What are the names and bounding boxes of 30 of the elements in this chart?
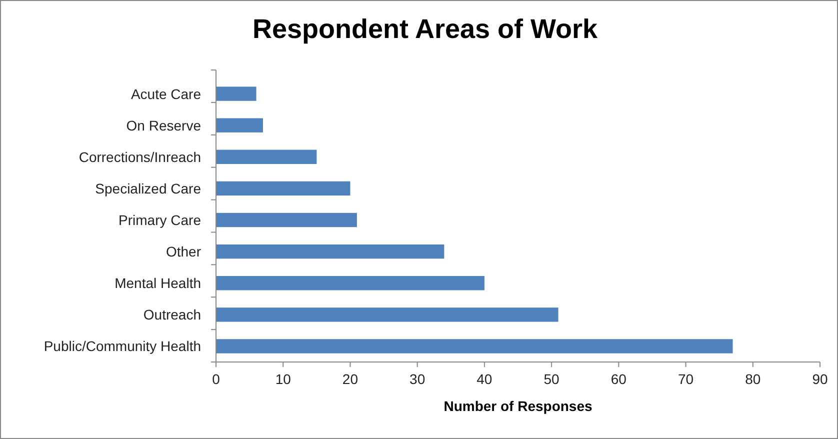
y-tick-label: Specialized Care — [95, 180, 202, 196]
bar — [216, 276, 484, 290]
x-tick-label: 80 — [745, 371, 761, 387]
y-tick-label: Corrections/Inreach — [78, 148, 201, 165]
bar — [216, 212, 357, 228]
x-tick-label: 70 — [678, 371, 694, 387]
y-tick-label: Mental Health — [114, 275, 201, 292]
x-tick-label: 0 — [212, 371, 220, 387]
bar — [216, 86, 256, 101]
bar — [216, 244, 444, 259]
x-tick-label: 10 — [275, 371, 292, 387]
y-tick-label: Outreach — [143, 306, 201, 323]
bar — [216, 181, 350, 196]
y-tick-label: Acute Care — [130, 86, 202, 102]
chart-title: Respondent Areas of Work — [252, 14, 599, 44]
bar — [216, 308, 558, 322]
x-tick-label: 40 — [476, 371, 492, 387]
y-tick-label: Other — [166, 244, 202, 260]
y-tick-label: Public/Community Health — [44, 338, 201, 354]
x-tick-label: 90 — [812, 371, 828, 387]
x-tick-label: 60 — [610, 371, 627, 387]
x-tick-label: 30 — [410, 371, 426, 387]
bar — [216, 339, 733, 354]
y-tick-label: On Reserve — [126, 117, 202, 134]
bar — [216, 150, 317, 164]
x-tick-label: 20 — [342, 371, 358, 387]
x-tick-label: 50 — [544, 371, 560, 387]
bar — [216, 118, 263, 132]
y-tick-label: Primary Care — [118, 212, 202, 228]
x-axis-title: Number of Responses — [444, 398, 593, 414]
